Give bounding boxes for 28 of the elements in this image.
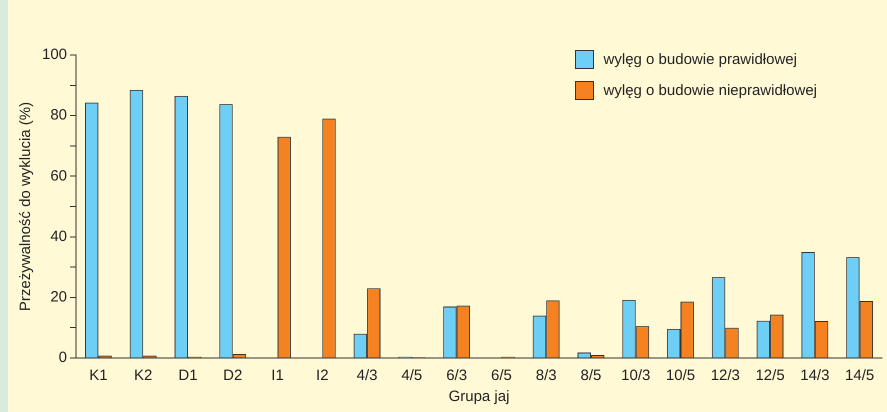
x-tick-label: 10/3 xyxy=(621,367,650,384)
y-axis-title: Przeżywalność do wyklucia (%) xyxy=(17,102,34,312)
x-tick-label: 4/5 xyxy=(401,367,422,384)
legend-label: wylęg o budowie prawidłowej xyxy=(604,51,797,68)
x-tick-label: 8/3 xyxy=(536,367,557,384)
x-tick-label: 12/5 xyxy=(755,367,785,384)
x-tick-label: 14/5 xyxy=(845,367,874,384)
x-tick-label: I2 xyxy=(316,367,329,384)
x-tick-label: 6/3 xyxy=(446,367,468,384)
y-tick-label: 60 xyxy=(50,167,68,184)
x-tick-label: 14/3 xyxy=(800,367,830,384)
x-tick-label: I1 xyxy=(271,367,284,384)
y-tick-label: 20 xyxy=(50,288,68,306)
legend-label: wylęg o budowie nieprawidłowej xyxy=(604,82,817,99)
x-tick-label: K2 xyxy=(134,367,152,384)
y-tick-label: 100 xyxy=(42,46,68,64)
x-tick-label: D1 xyxy=(178,367,198,384)
x-tick-label: 8/5 xyxy=(580,367,602,384)
x-tick-label: 6/5 xyxy=(490,367,512,384)
y-tick-label: 0 xyxy=(58,349,68,366)
x-tick-label: D2 xyxy=(223,367,242,384)
x-tick-label: 12/3 xyxy=(710,367,740,384)
x-tick-label: 4/3 xyxy=(356,367,378,384)
y-tick-label: 80 xyxy=(50,106,68,124)
x-tick-label: K1 xyxy=(89,367,108,384)
x-tick-label: 10/5 xyxy=(666,367,696,384)
y-tick-label: 40 xyxy=(50,228,68,245)
x-axis-title: Grupa jaj xyxy=(448,388,510,406)
